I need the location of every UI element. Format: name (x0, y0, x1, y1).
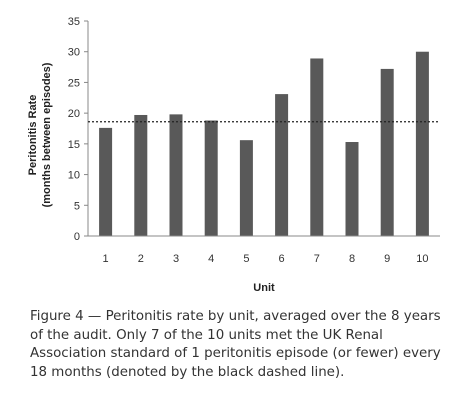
y-axis: 0 5 10 15 20 25 30 35 (68, 16, 89, 243)
x-tick-label: 3 (173, 253, 179, 265)
bar-unit-5 (239, 140, 253, 236)
bar-unit-1 (99, 127, 113, 236)
x-axis-title: Unit (253, 282, 275, 294)
bar-unit-7 (310, 58, 324, 236)
x-axis: 1 2 3 4 5 6 7 8 9 10 (88, 235, 440, 265)
y-tick-label: 10 (68, 170, 80, 182)
x-tick-label: 5 (243, 253, 249, 265)
x-tick-label: 6 (279, 253, 285, 265)
x-tick-label: 8 (349, 253, 355, 265)
bar-unit-9 (380, 68, 394, 237)
x-tick-label: 1 (103, 253, 109, 265)
x-tick-label: 4 (208, 253, 214, 265)
bar-unit-6 (275, 94, 289, 236)
bar-unit-4 (204, 120, 218, 236)
y-axis-title: Peritonitis Rate (27, 95, 39, 176)
y-axis-subtitle: (months between episodes) (41, 62, 53, 207)
bar-unit-10 (415, 51, 429, 236)
bar-chart: 0 5 10 15 20 25 30 35 1 2 3 4 5 6 7 8 9 10 Peritonitis R… (27, 16, 440, 294)
y-tick-label: 15 (68, 139, 80, 151)
figure-caption: Figure 4 — Peritonitis rate by unit, ave… (30, 309, 441, 380)
y-tick-label: 5 (74, 200, 80, 212)
y-tick-label: 35 (68, 16, 80, 28)
y-tick-label: 25 (68, 77, 80, 89)
bar-unit-2 (134, 114, 148, 236)
x-tick-label: 2 (138, 253, 144, 265)
bar-unit-3 (169, 114, 183, 236)
y-tick-label: 30 (68, 47, 80, 59)
x-tick-label: 7 (314, 253, 320, 265)
y-tick-label: 20 (68, 108, 80, 120)
bars (99, 51, 429, 237)
y-tick-label: 0 (74, 231, 80, 243)
x-tick-label: 9 (384, 253, 390, 265)
x-tick-label: 10 (416, 253, 428, 265)
bar-unit-8 (345, 142, 359, 236)
